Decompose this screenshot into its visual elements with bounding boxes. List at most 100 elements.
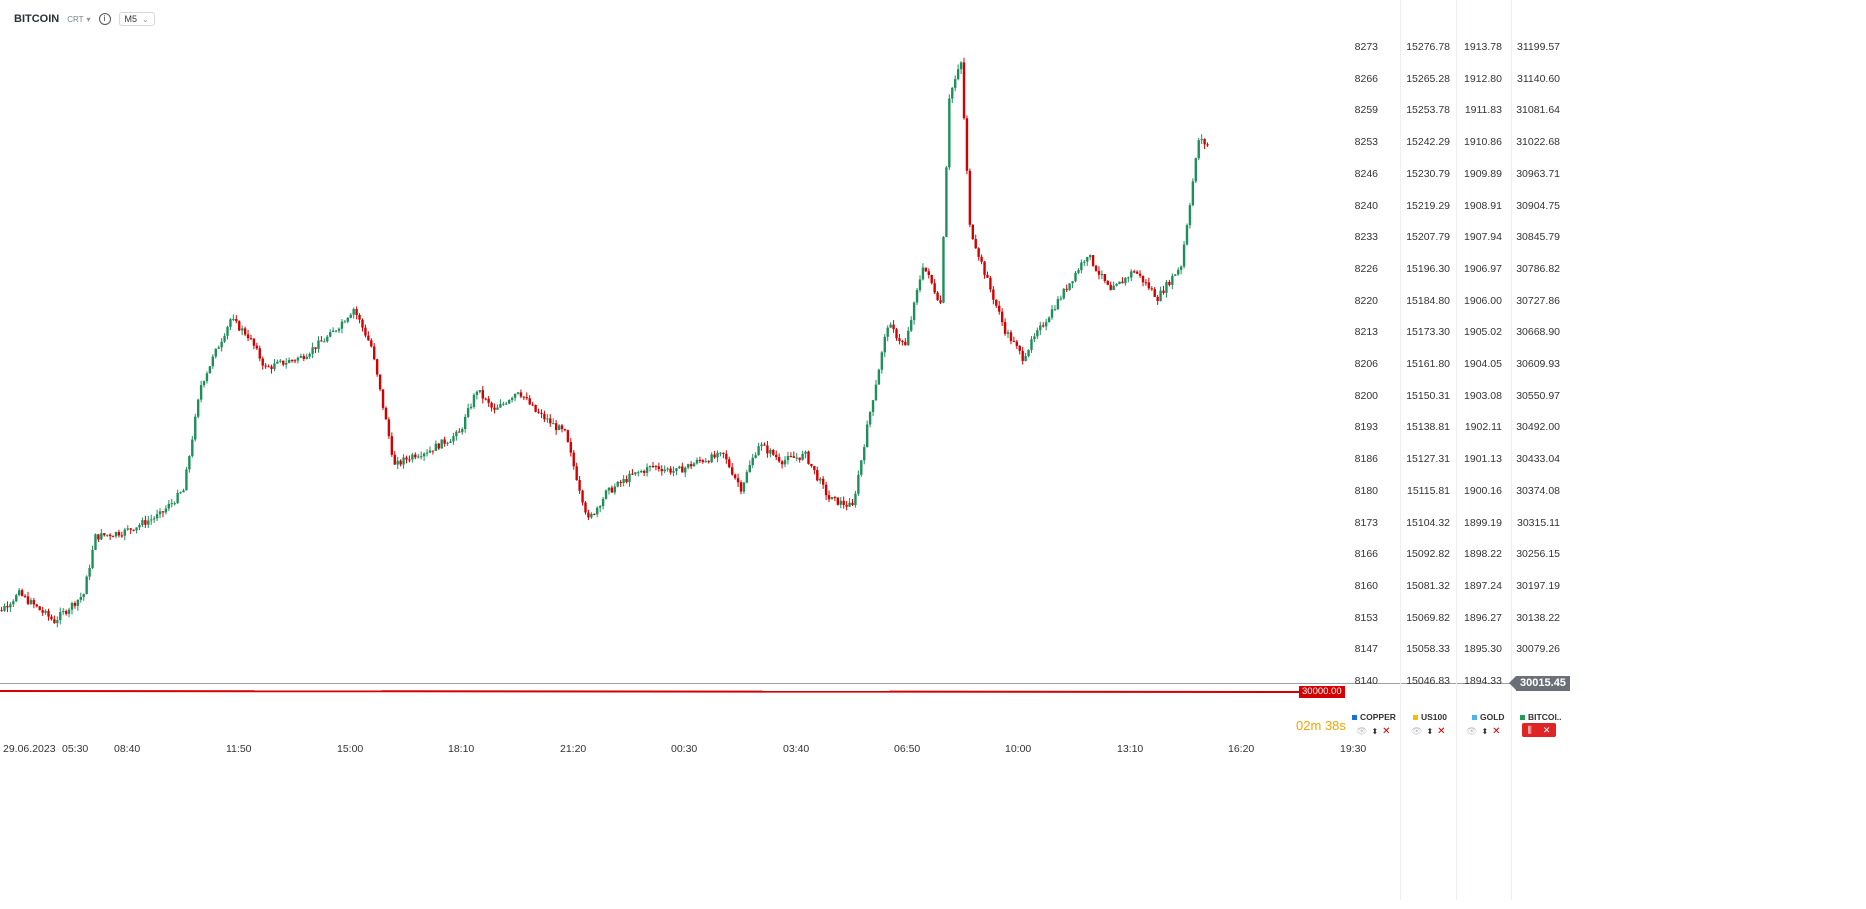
candle-body bbox=[229, 319, 232, 327]
eye-icon[interactable]: 👁 bbox=[1411, 726, 1423, 736]
candle-body bbox=[258, 348, 261, 359]
candle-body bbox=[240, 328, 244, 331]
legend-item-us100[interactable]: US100 bbox=[1413, 712, 1447, 722]
legend-item-gold[interactable]: GOLD bbox=[1472, 712, 1505, 722]
candlestick-icon[interactable]: ⫼ bbox=[1527, 724, 1532, 735]
candle-body bbox=[1062, 288, 1065, 299]
price-scale-copper[interactable]: 8273 8266 8259 8253 8246 8240 8233 8226 8220 8213… bbox=[1340, 0, 1384, 740]
price-scale-label: 30845.79 bbox=[1516, 231, 1560, 244]
candle-body bbox=[819, 478, 822, 481]
candle-body bbox=[405, 457, 408, 460]
legend-item-copper[interactable]: COPPER bbox=[1352, 712, 1396, 722]
price-scale-label: 1913.78 bbox=[1464, 41, 1502, 53]
candle-body bbox=[566, 430, 570, 443]
candle-body bbox=[587, 512, 590, 518]
candle-body bbox=[1200, 139, 1203, 141]
price-scale-label: 15173.30 bbox=[1406, 326, 1450, 339]
candle-body bbox=[830, 497, 834, 500]
candle-body bbox=[998, 305, 1001, 312]
price-scale-label: 30256.15 bbox=[1516, 548, 1560, 561]
candle-body bbox=[789, 455, 793, 457]
price-scale-label: 15242.29 bbox=[1406, 136, 1450, 149]
candle-body bbox=[968, 170, 972, 225]
candle-body bbox=[763, 444, 766, 446]
price-scale-label: 1906.97 bbox=[1464, 262, 1502, 275]
info-icon[interactable]: i bbox=[98, 13, 111, 25]
candle-body bbox=[816, 470, 819, 481]
candle-body bbox=[97, 534, 100, 540]
candle-body bbox=[252, 338, 256, 346]
eye-icon[interactable]: 👁 bbox=[1356, 726, 1368, 736]
candle-body bbox=[860, 460, 863, 475]
candle-body bbox=[575, 466, 578, 481]
close-icon[interactable]: ✕ bbox=[1437, 726, 1446, 737]
price-scale-label: 8173 bbox=[1354, 516, 1378, 529]
candle-body bbox=[1080, 262, 1083, 271]
candle-body bbox=[598, 506, 602, 508]
price-scale-label: 15265.28 bbox=[1406, 72, 1450, 85]
candle-body bbox=[443, 439, 446, 444]
candle-body bbox=[786, 455, 790, 461]
candle-body bbox=[801, 453, 804, 460]
candle-body bbox=[901, 340, 904, 342]
candle-body bbox=[962, 62, 966, 119]
candle-body bbox=[745, 472, 749, 483]
candle-body bbox=[824, 484, 828, 496]
candle-body bbox=[725, 453, 728, 460]
alert-price-tag[interactable]: 30000.00 bbox=[1299, 686, 1345, 698]
price-scale-label: 30609.93 bbox=[1516, 358, 1560, 370]
candle-body bbox=[1015, 341, 1019, 346]
close-icon[interactable]: ✕ bbox=[1492, 726, 1501, 737]
price-scale-bitcoin[interactable]: 31199.57 31140.60 31081.64 31022.68 30963.71… bbox=[1511, 0, 1566, 740]
close-icon[interactable]: ✕ bbox=[1382, 726, 1391, 737]
move-arrows-icon[interactable]: ⬍ bbox=[1371, 727, 1379, 736]
eye-icon[interactable]: 👁 bbox=[1466, 726, 1478, 736]
candle-body bbox=[381, 389, 385, 408]
candle-body bbox=[1135, 271, 1139, 274]
candle-body bbox=[857, 474, 860, 494]
close-icon[interactable]: ✕ bbox=[1542, 724, 1551, 735]
legend-item-bitcoin[interactable]: BITCOI.. bbox=[1520, 712, 1562, 722]
candle-body bbox=[886, 327, 889, 337]
candle-body bbox=[942, 236, 945, 303]
move-arrows-icon[interactable]: ⬍ bbox=[1426, 727, 1434, 736]
candle-body bbox=[378, 374, 382, 390]
price-scale-label: 8140 bbox=[1354, 675, 1378, 687]
timeframe-selector[interactable]: M5 ⌄ bbox=[118, 12, 155, 26]
move-arrows-icon[interactable]: ⬍ bbox=[1481, 727, 1489, 736]
chart-mode-selector[interactable]: CRT ▾ bbox=[67, 15, 90, 24]
candle-body bbox=[76, 599, 80, 606]
price-scale-label: 1896.27 bbox=[1464, 611, 1502, 624]
price-scale-label: 1894.33 bbox=[1464, 675, 1502, 687]
candle-body bbox=[53, 619, 56, 624]
candle-body bbox=[1171, 275, 1174, 285]
price-scale-label: 30374.08 bbox=[1516, 484, 1560, 497]
symbol-name[interactable]: BITCOIN bbox=[14, 13, 60, 25]
candle-body bbox=[537, 411, 540, 413]
time-axis[interactable]: 29.06.2023 05:30 08:40 11:50 15:00 18:10… bbox=[0, 743, 1400, 757]
candle-body bbox=[202, 381, 206, 386]
candle-body bbox=[945, 167, 948, 237]
time-axis-label: 29.06.2023 bbox=[3, 743, 56, 755]
candle-body bbox=[135, 527, 138, 531]
alert-price-line[interactable] bbox=[0, 690, 1301, 693]
candle-body bbox=[3, 605, 6, 611]
candle-body bbox=[522, 396, 526, 398]
candle-body bbox=[601, 498, 605, 507]
price-scale-label: 8246 bbox=[1354, 167, 1378, 180]
time-axis-label: 11:50 bbox=[226, 743, 252, 755]
price-scale-us100[interactable]: 15276.78 15265.28 15253.78 15242.29 15230.79… bbox=[1400, 0, 1456, 740]
price-scale-gold[interactable]: 1913.78 1912.80 1911.83 1910.86 1909.89 1908.… bbox=[1456, 0, 1508, 740]
candle-body bbox=[182, 490, 185, 493]
candle-body bbox=[742, 482, 746, 492]
candle-body bbox=[502, 403, 505, 405]
candle-body bbox=[205, 373, 209, 382]
candle-body bbox=[141, 520, 144, 526]
candle-body bbox=[1071, 281, 1074, 284]
price-scale-label: 8186 bbox=[1354, 453, 1378, 466]
candle-body bbox=[56, 620, 59, 624]
candle-body bbox=[138, 525, 141, 528]
candle-body bbox=[1153, 289, 1156, 297]
candle-body bbox=[654, 466, 658, 468]
